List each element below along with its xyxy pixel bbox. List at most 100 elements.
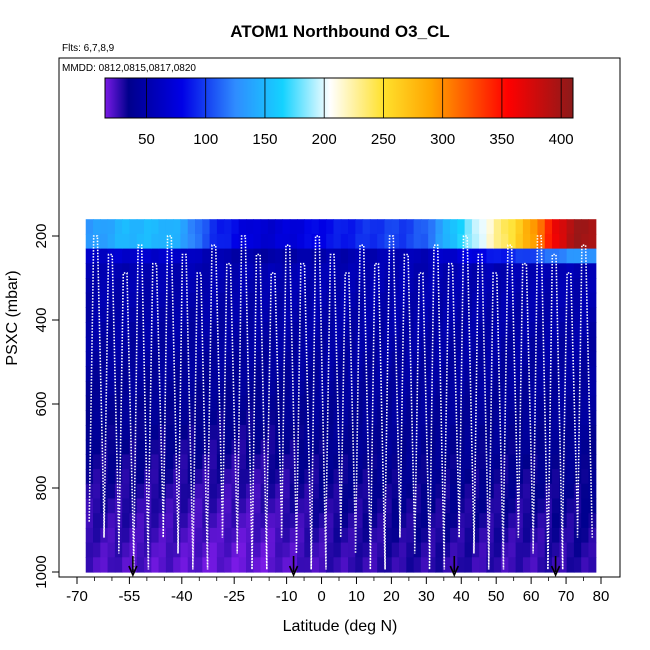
heatmap-cell (333, 483, 342, 500)
heatmap-cell (136, 557, 145, 573)
heatmap-cell (136, 336, 145, 353)
heatmap-cell (471, 439, 480, 455)
heatmap-cell (165, 263, 174, 279)
heatmap-cell (573, 336, 582, 353)
heatmap-cell (246, 380, 254, 397)
heatmap-cell (413, 219, 422, 235)
heatmap-cell (275, 336, 284, 353)
heatmap-cell (231, 322, 240, 338)
heatmap-cell (399, 498, 407, 514)
heatmap-cell (552, 439, 560, 455)
heatmap-cell (151, 366, 160, 382)
heatmap-cell (122, 336, 131, 353)
heatmap-cell (297, 542, 305, 558)
heatmap-cell (289, 336, 298, 353)
heatmap-cell (420, 351, 429, 367)
heatmap-cell (253, 542, 262, 558)
heatmap-cell (107, 527, 116, 544)
heatmap-cell (566, 219, 575, 235)
heatmap-cell (202, 410, 211, 426)
heatmap-cell (216, 483, 225, 500)
heatmap-cell (187, 263, 196, 279)
heatmap-cell (515, 292, 524, 308)
heatmap-cell (391, 425, 400, 441)
heatmap-cell (107, 513, 116, 529)
heatmap-cell (435, 263, 444, 279)
heatmap-cell (588, 454, 597, 470)
heatmap-cell (107, 219, 116, 235)
heatmap-cell (180, 351, 189, 367)
heatmap-cell (114, 248, 123, 264)
heatmap-cell (311, 366, 320, 382)
heatmap-cell (377, 380, 386, 397)
heatmap-cell (479, 542, 488, 558)
heatmap-cell (297, 513, 305, 529)
y-tick-label: 400 (33, 307, 50, 332)
heatmap-cell (544, 366, 553, 382)
heatmap-cell (275, 557, 284, 573)
heatmap-cell (231, 483, 240, 500)
heatmap-cell (144, 351, 152, 367)
heatmap-cell (559, 351, 568, 367)
heatmap-cell (216, 366, 225, 382)
heatmap-cell (282, 425, 291, 441)
heatmap-cell (253, 278, 262, 294)
heatmap-cell (224, 219, 233, 235)
heatmap-cell (348, 557, 356, 573)
heatmap-cell (464, 351, 473, 367)
heatmap-cell (464, 498, 473, 514)
heatmap-cell (355, 498, 364, 514)
x-tick-label: 60 (523, 588, 540, 605)
heatmap-cell (501, 263, 509, 279)
heatmap-cell (544, 498, 553, 514)
heatmap-cell (260, 542, 269, 558)
heatmap-cell (173, 425, 182, 441)
heatmap-cell (552, 307, 560, 323)
heatmap-cell (399, 425, 407, 441)
heatmap-cell (326, 380, 335, 397)
heatmap-cell (195, 410, 203, 426)
heatmap-cell (581, 219, 590, 235)
heatmap-cell (151, 292, 160, 308)
heatmap-cell (195, 513, 203, 529)
heatmap-cell (151, 483, 160, 500)
heatmap-cell (304, 278, 313, 294)
heatmap-cell (552, 425, 560, 441)
heatmap-cell (501, 219, 509, 235)
heatmap-cell (282, 483, 291, 500)
heatmap-cell (158, 292, 167, 308)
heatmap-cell (304, 498, 313, 514)
heatmap-cell (333, 395, 342, 411)
heatmap-cell (406, 410, 415, 426)
heatmap-cell (187, 542, 196, 558)
heatmap-cell (471, 395, 480, 411)
heatmap-cell (559, 336, 568, 353)
heatmap-cell (493, 469, 502, 485)
heatmap-cell (224, 248, 233, 264)
heatmap-cell (333, 278, 342, 294)
heatmap-cell (552, 219, 560, 235)
heatmap-cell (369, 527, 378, 544)
heatmap-cell (326, 233, 335, 250)
heatmap-cell (537, 469, 546, 485)
heatmap-cell (129, 425, 138, 441)
heatmap-cell (457, 263, 466, 279)
heatmap-cell (267, 322, 276, 338)
heatmap-cell (231, 439, 240, 455)
heatmap-cell (369, 439, 378, 455)
heatmap-cell (522, 292, 531, 308)
heatmap-cell (530, 336, 539, 353)
heatmap-cell (537, 278, 546, 294)
heatmap-cell (348, 483, 356, 500)
heatmap-cell (450, 425, 458, 441)
heatmap-cell (457, 219, 466, 235)
heatmap-cell (202, 366, 211, 382)
heatmap-cell (406, 380, 415, 397)
heatmap-cell (180, 483, 189, 500)
heatmap-cell (289, 469, 298, 485)
heatmap-cell (100, 307, 109, 323)
heatmap-cell (173, 498, 182, 514)
heatmap-cell (304, 366, 313, 382)
heatmap-cell (289, 527, 298, 544)
